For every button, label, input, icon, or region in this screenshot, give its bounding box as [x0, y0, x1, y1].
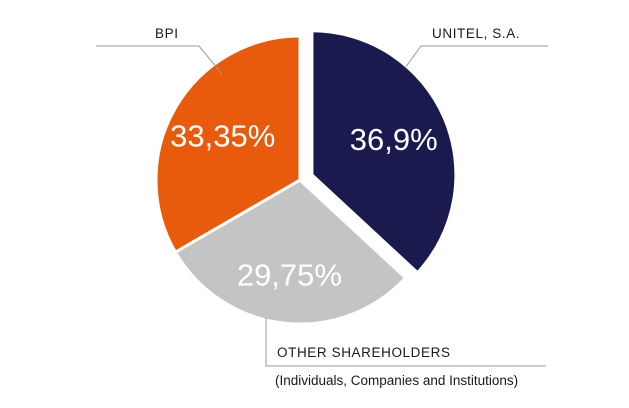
leader-line-unitel	[404, 45, 548, 69]
callout-unitel: UNITEL, S.A.	[404, 26, 548, 69]
slice-name-other-shareholders: OTHER SHAREHOLDERS	[277, 345, 451, 360]
slice-note-other-shareholders: (Individuals, Companies and Institutions…	[275, 373, 518, 388]
leader-line-bpi	[96, 45, 223, 75]
leader-line-other-shareholders	[265, 318, 546, 367]
percent-labels-layer: 36,9% 29,75% 33,35%	[170, 118, 438, 292]
slice-name-bpi: BPI	[155, 26, 179, 41]
slice-percent-other-shareholders: 29,75%	[237, 257, 342, 292]
pie-slice-other-shareholders	[173, 178, 408, 326]
slice-percent-bpi: 33,35%	[170, 118, 275, 153]
slice-percent-unitel: 36,9%	[350, 122, 438, 157]
slices-layer	[154, 29, 458, 326]
slice-name-unitel: UNITEL, S.A.	[432, 26, 520, 41]
callout-bpi: BPI	[96, 26, 223, 75]
callout-other-shareholders: OTHER SHAREHOLDERS (Individuals, Compani…	[265, 318, 546, 388]
pie-slice-unitel	[310, 29, 458, 275]
pie-slice-bpi	[154, 34, 302, 254]
